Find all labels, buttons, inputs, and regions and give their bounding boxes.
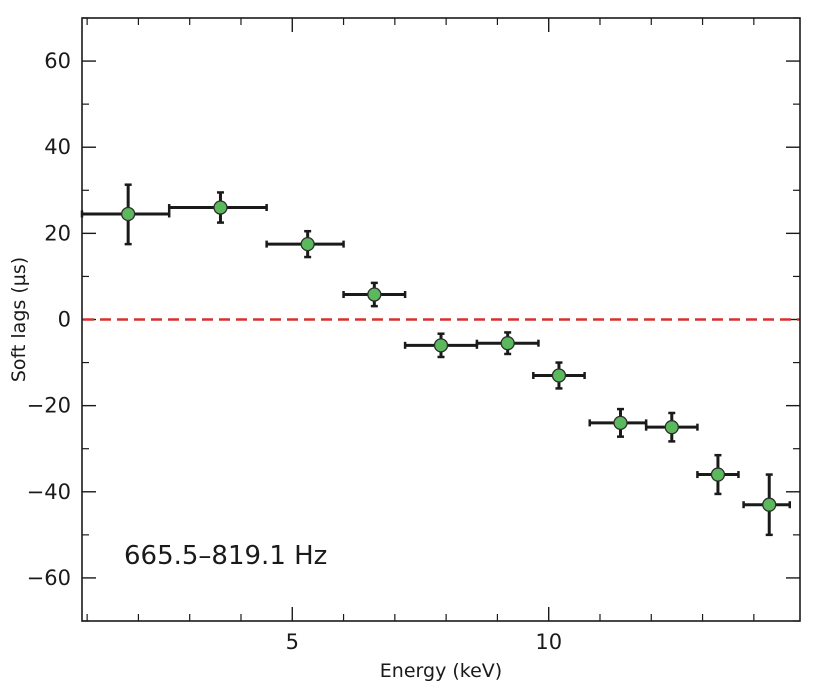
data-point [433, 338, 449, 353]
data-point [213, 200, 228, 215]
data-point [300, 236, 315, 252]
y-tick-label: −20 [27, 394, 71, 418]
data-points [121, 200, 777, 512]
data-point [121, 206, 136, 222]
data-point [500, 336, 515, 351]
axis-tick-labels: 5 10 −60 −40 −20 0 20 40 60 [27, 49, 562, 654]
y-axis-label: Soft lags (µs) [8, 257, 30, 382]
error-bars [80, 183, 791, 537]
x-axis-label: Energy (keV) [380, 660, 502, 682]
frequency-range-annotation: 665.5–819.1 Hz [124, 541, 327, 571]
data-point [664, 420, 679, 435]
x-tick-label: 5 [286, 630, 299, 654]
y-tick-label: −60 [27, 566, 71, 590]
data-point [762, 497, 777, 512]
y-tick-label: 60 [44, 49, 71, 73]
y-tick-label: 20 [44, 221, 71, 245]
axis-ticks [82, 17, 800, 622]
data-point [613, 415, 628, 431]
data-point [710, 467, 726, 482]
data-point [367, 287, 382, 302]
data-point [551, 368, 567, 383]
y-tick-label: 40 [44, 135, 71, 159]
x-tick-label: 10 [535, 630, 562, 654]
y-tick-label: 0 [58, 308, 71, 332]
y-tick-label: −40 [27, 480, 71, 504]
